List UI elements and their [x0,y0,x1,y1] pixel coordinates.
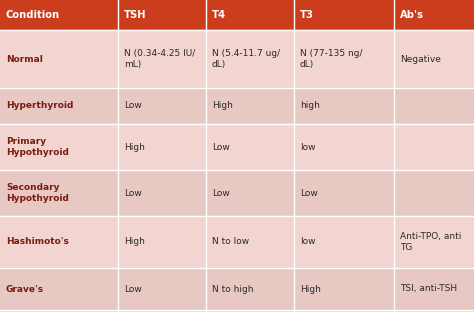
Text: TSH: TSH [124,10,146,20]
Text: low: low [300,237,316,246]
Bar [394,170,474,216]
Bar [206,88,294,124]
Bar [118,310,206,312]
Bar [118,124,206,170]
Text: Low: Low [212,188,230,197]
Bar [206,310,294,312]
Bar [0,170,118,216]
Text: N (5.4-11.7 ug/
dL): N (5.4-11.7 ug/ dL) [212,49,280,69]
Text: high: high [300,101,320,110]
Bar [294,30,394,88]
Bar [394,88,474,124]
Bar [294,124,394,170]
Text: Low: Low [124,188,142,197]
Bar [394,124,474,170]
Bar [294,310,394,312]
Text: Hashimoto's: Hashimoto's [6,237,69,246]
Text: Grave's: Grave's [6,285,44,294]
Text: N (0.34-4.25 IU/
mL): N (0.34-4.25 IU/ mL) [124,49,195,69]
Bar [394,30,474,88]
Bar [294,88,394,124]
Bar [206,0,294,30]
Bar [118,88,206,124]
Text: Ab's: Ab's [400,10,424,20]
Text: Normal: Normal [6,55,43,64]
Bar [294,268,394,310]
Text: High: High [124,237,145,246]
Bar [294,0,394,30]
Bar [118,30,206,88]
Bar [206,30,294,88]
Bar [118,0,206,30]
Bar [0,30,118,88]
Text: N to low: N to low [212,237,249,246]
Text: Negative: Negative [400,55,441,64]
Text: low: low [300,143,316,152]
Bar [118,268,206,310]
Text: TSI, anti-TSH: TSI, anti-TSH [400,285,457,294]
Text: Low: Low [124,285,142,294]
Text: High: High [212,101,233,110]
Text: Hyperthyroid: Hyperthyroid [6,101,73,110]
Bar [0,124,118,170]
Text: N (77-135 ng/
dL): N (77-135 ng/ dL) [300,49,363,69]
Bar [394,216,474,268]
Bar [294,170,394,216]
Bar [0,88,118,124]
Bar [0,268,118,310]
Text: Condition: Condition [6,10,60,20]
Bar [206,124,294,170]
Text: N to high: N to high [212,285,254,294]
Bar [0,310,118,312]
Bar [0,0,118,30]
Bar [118,216,206,268]
Bar [394,0,474,30]
Text: Anti-TPO, anti
TG: Anti-TPO, anti TG [400,232,461,252]
Bar [206,268,294,310]
Text: Low: Low [212,143,230,152]
Bar [394,268,474,310]
Text: T4: T4 [212,10,226,20]
Bar [394,310,474,312]
Text: T3: T3 [300,10,314,20]
Bar [206,216,294,268]
Bar [294,216,394,268]
Bar [206,170,294,216]
Text: High: High [300,285,321,294]
Text: Low: Low [300,188,318,197]
Bar [0,216,118,268]
Text: Low: Low [124,101,142,110]
Text: Primary
Hypothyroid: Primary Hypothyroid [6,137,69,157]
Bar [118,170,206,216]
Text: High: High [124,143,145,152]
Text: Secondary
Hypothyroid: Secondary Hypothyroid [6,183,69,203]
